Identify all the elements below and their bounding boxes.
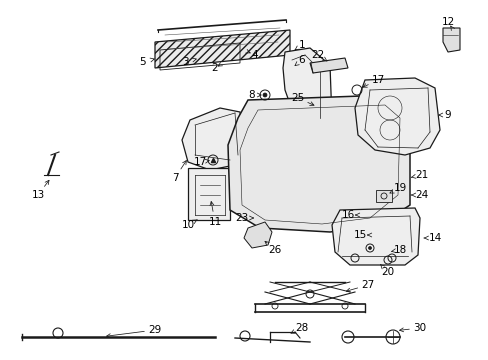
Text: 4: 4: [251, 50, 258, 60]
Polygon shape: [283, 48, 331, 128]
Text: 13: 13: [31, 190, 44, 200]
Text: 8: 8: [248, 90, 255, 100]
Text: 28: 28: [295, 323, 308, 333]
Circle shape: [368, 247, 371, 249]
Text: 7: 7: [171, 173, 178, 183]
Text: 12: 12: [441, 17, 454, 27]
Text: 25: 25: [291, 93, 304, 103]
Text: 9: 9: [444, 110, 450, 120]
Text: 24: 24: [414, 190, 428, 200]
Polygon shape: [244, 222, 271, 248]
Text: 27: 27: [361, 280, 374, 290]
Text: 20: 20: [381, 267, 394, 277]
Text: 1: 1: [298, 40, 305, 50]
Text: 26: 26: [268, 245, 281, 255]
Text: 30: 30: [412, 323, 426, 333]
Polygon shape: [227, 95, 409, 232]
Text: 11: 11: [208, 217, 221, 227]
Circle shape: [263, 93, 266, 97]
Text: 2: 2: [211, 63, 218, 73]
Text: 14: 14: [427, 233, 441, 243]
Polygon shape: [309, 58, 347, 73]
Polygon shape: [182, 108, 244, 170]
Text: 15: 15: [353, 230, 366, 240]
Text: 23: 23: [235, 213, 248, 223]
Text: 19: 19: [392, 183, 406, 193]
Text: 3: 3: [182, 57, 188, 67]
Polygon shape: [375, 190, 391, 202]
Polygon shape: [331, 208, 419, 265]
Text: 21: 21: [414, 170, 428, 180]
Text: 22: 22: [311, 50, 324, 60]
Polygon shape: [187, 168, 229, 220]
Polygon shape: [442, 28, 459, 52]
Polygon shape: [354, 78, 439, 155]
Text: 10: 10: [181, 220, 194, 230]
Text: 5: 5: [140, 57, 146, 67]
Polygon shape: [155, 30, 289, 68]
Text: 16: 16: [341, 210, 354, 220]
Text: 29: 29: [148, 325, 162, 335]
Text: 18: 18: [392, 245, 406, 255]
Text: 6: 6: [298, 55, 305, 65]
Text: 17: 17: [370, 75, 384, 85]
Text: 17: 17: [193, 157, 206, 167]
